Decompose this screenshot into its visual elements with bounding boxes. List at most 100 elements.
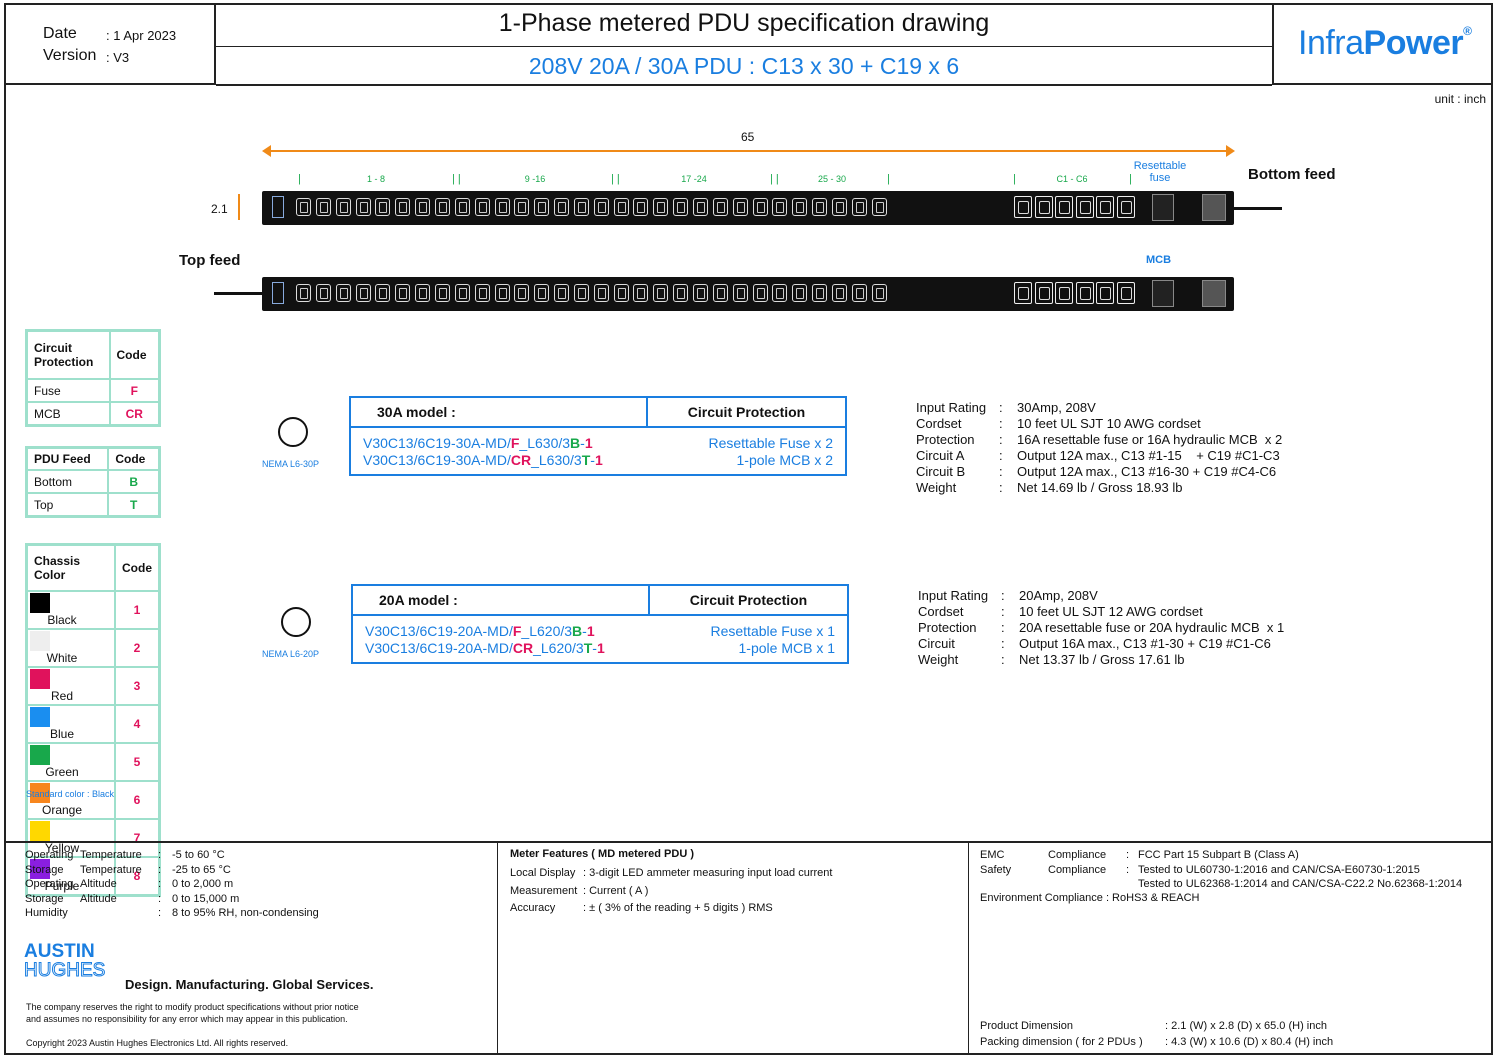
spec-cell: 0 to 15,000 m	[172, 892, 240, 905]
table-row: Yellow 7	[27, 819, 159, 857]
c19-outlet	[1096, 282, 1114, 304]
circuit-protection-code-table: Circuit Protection Code Fuse F MCB CR	[25, 329, 161, 427]
table-row: Blue 4	[27, 705, 159, 743]
spec-cell: :	[158, 878, 162, 891]
c13-outlet	[395, 198, 411, 216]
spec-cell: :	[1001, 620, 1005, 635]
tagline: Design. Manufacturing. Global Services.	[125, 977, 374, 992]
c13-outlet	[514, 198, 530, 216]
spec-cell: 8 to 95% RH, non-condensing	[172, 907, 319, 920]
spec-row: Humidity:8 to 95% RH, non-condensing	[25, 906, 319, 921]
spec-cell: FCC Part 15 Subpart B (Class A)	[1138, 849, 1299, 861]
model-number-fuse: V30C13/6C19-30A-MD/F_L630/3B-1	[363, 434, 593, 451]
spec-cell: :	[1001, 604, 1005, 619]
disclaimer-line-1: The company reserves the right to modify…	[26, 1002, 359, 1012]
c13-outlet	[415, 284, 431, 302]
c19-outlet	[1075, 282, 1094, 304]
height-dimension: 2.1	[211, 202, 228, 216]
inlet-module	[1202, 280, 1226, 307]
spec-cell: Measurement	[510, 884, 578, 897]
group-tick: | |	[452, 173, 461, 185]
c13-outlet	[554, 284, 570, 302]
c13-outlet	[772, 284, 788, 302]
spec-row: EMC Compliance: FCC Part 15 Subpart B (Cla…	[980, 848, 1462, 863]
spec-cell: Circuit B	[916, 464, 966, 479]
c13-outlet	[355, 284, 371, 302]
spec-cell: Cordset	[916, 416, 962, 431]
environment-compliance: Environment Compliance : RoHS3 & REACH	[980, 892, 1200, 904]
color-swatch	[30, 821, 50, 841]
header-divider	[216, 46, 1272, 47]
spec-cell: :	[1001, 652, 1005, 667]
color-swatch	[30, 783, 50, 803]
table-cell: Top	[27, 493, 109, 516]
spec-cell: :	[158, 863, 162, 876]
dimension-arrow-right	[1226, 145, 1235, 157]
spec-row: Storage Temperature: -25 to 65 °C	[25, 863, 319, 878]
spec-cell: 20A resettable fuse or 20A hydraulic MCB…	[1019, 620, 1285, 635]
bottom-feed-label: Bottom feed	[1248, 166, 1336, 183]
spec-row: Accuracy: ± ( 3% of the reading + 5 digi…	[510, 900, 832, 918]
spec-cell: Temperature	[80, 863, 142, 876]
spec-cell: 10 feet UL SJT 12 AWG cordset	[1019, 604, 1203, 619]
spec-row: Local Display: 3-digit LED ammeter measu…	[510, 865, 832, 883]
spec-cell	[980, 877, 1048, 892]
model-header: 30A model :	[349, 396, 648, 428]
c19-outlet	[1055, 196, 1073, 218]
c19-outlet	[1116, 282, 1135, 304]
spec-cell: EMC	[980, 849, 1005, 861]
spec-row: Circuit A: Output 12A max., C13 #1-15 + C…	[916, 449, 1282, 463]
standard-color-note: Standard color : Black	[26, 789, 115, 799]
unit-label: unit : inch	[1434, 92, 1486, 106]
spec-cell: Storage	[25, 863, 64, 876]
spec-cell: Input Rating	[918, 588, 989, 603]
spec-cell: :	[158, 907, 162, 920]
product-dimension-value: : 2.1 (W) x 2.8 (D) x 65.0 (H) inch	[1165, 1020, 1327, 1032]
spec-cell: Output 12A max., C13 #1-15 + C19 #C1-C3	[1017, 448, 1280, 463]
code-cell: 8	[115, 857, 159, 895]
code-cell: 4	[115, 705, 159, 743]
spec-cell: :	[999, 448, 1003, 463]
spec-cell: : 3-digit LED ammeter measuring input lo…	[583, 867, 833, 879]
c13-outlet	[732, 198, 748, 216]
spec-cell: Operating	[25, 878, 74, 891]
infrapower-logo: InfraPower®	[1298, 24, 1472, 63]
spec-row: Tested to UL62368-1:2014 and CAN/CSA-C22…	[980, 877, 1462, 892]
c13-outlet	[593, 284, 609, 302]
c13-outlet	[315, 198, 331, 216]
c13-outlet	[315, 284, 331, 302]
color-swatch	[30, 669, 50, 689]
spec-row: Cordset:10 feet UL SJT 12 AWG cordset	[918, 605, 1284, 619]
spec-cell: Net 13.37 lb / Gross 17.61 lb	[1019, 652, 1185, 667]
table-row: Orange 6	[27, 781, 159, 819]
spec-cell: 16A resettable fuse or 16A hydraulic MCB…	[1017, 432, 1283, 447]
dimension-arrow-left	[262, 145, 271, 157]
color-name: Orange	[41, 803, 83, 817]
chassis-color-code-table: Chassis Color Code Black 1 White 2 Red 3 Blue 4 G…	[25, 543, 161, 897]
code-cell: F	[109, 379, 159, 402]
spec-cell: Temperature	[80, 849, 142, 861]
spec-cell: :	[999, 432, 1003, 447]
c19-outlet	[1034, 196, 1053, 218]
color-cell: Purple	[27, 857, 115, 895]
spec-row: Weight: Net 14.69 lb / Gross 18.93 lb	[916, 481, 1282, 495]
spec-cell: Compliance	[1048, 863, 1107, 876]
cp-value: 1-pole MCB x 1	[738, 639, 835, 656]
group-tick: |	[887, 173, 890, 185]
packing-dimension-value: : 4.3 (W) x 10.6 (D) x 80.4 (H) inch	[1165, 1036, 1334, 1048]
color-name: Green	[45, 765, 79, 779]
resettable-fuse-label: Resettable fuse	[1133, 160, 1187, 184]
c13-outlet	[375, 198, 391, 216]
c13-outlet	[593, 198, 609, 216]
spec-cell: Output 16A max., C13 #1-30 + C19 #C1-C6	[1019, 636, 1271, 651]
color-swatch	[30, 745, 50, 765]
c13-outlet	[812, 198, 828, 216]
austin-hughes-logo: AUSTIN HUGHES	[23, 942, 105, 981]
c13-outlet	[673, 284, 689, 302]
footer-divider	[968, 842, 969, 1054]
spec-cell: Protection	[916, 432, 975, 447]
model-20a-table: 20A model : Circuit Protection V30C13/6C1…	[351, 584, 849, 664]
date-label: Date	[43, 25, 77, 42]
spec-cell: :	[158, 849, 162, 861]
c13-outlet	[613, 284, 629, 302]
